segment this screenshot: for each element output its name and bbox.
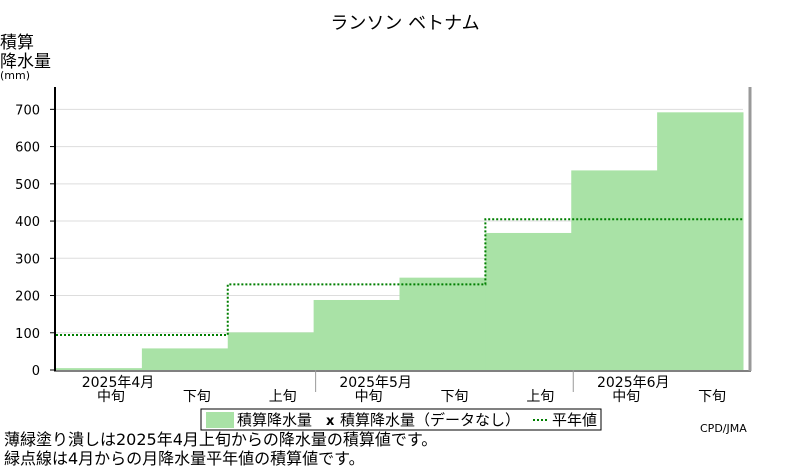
x-tick-label-month: 2025年6月 — [597, 375, 670, 391]
legend-label: 積算降水量 — [237, 411, 312, 429]
x-tick-label-dekad: 下旬 — [440, 389, 468, 405]
x-tick-label-dekad: 中旬 — [612, 389, 640, 405]
precipitation-step — [657, 112, 744, 371]
y-tick-labels: 0 100 200 300 400 500 600 700 — [15, 103, 55, 379]
precipitation-step — [227, 332, 315, 370]
x-tick-label-dekad: 上旬 — [269, 389, 297, 405]
precipitation-step — [141, 348, 229, 370]
y-tick-label: 500 — [15, 178, 40, 193]
y-tick-label: 200 — [15, 290, 40, 305]
precipitation-step — [485, 232, 572, 370]
footnote-dotted-line: 緑点線は4月からの月降水量平年値の積算値です。 — [4, 449, 365, 468]
y-tick-label: 300 — [15, 252, 40, 267]
y-axis-label-line: (mm) — [0, 69, 30, 82]
x-tick-label-dekad: 下旬 — [698, 389, 726, 405]
x-tick-label-dekad: 中旬 — [97, 389, 125, 405]
legend-box — [200, 408, 602, 431]
precipitation-step — [399, 277, 486, 370]
y-tick-label: 100 — [15, 327, 40, 342]
y-tick-label: 700 — [15, 103, 40, 118]
legend-label: 平年値 — [552, 411, 597, 429]
y-axis-label: 積算 降水量 (mm) — [0, 33, 51, 82]
y-tick-label: 600 — [15, 141, 40, 156]
y-tick-label: 0 — [32, 364, 40, 379]
legend-x-marker: x — [326, 414, 335, 429]
x-tick-labels: 中旬 下旬 上旬 中旬 下旬 上旬 中旬 下旬 2025年4月 2025年5月 2025年6月 — [82, 370, 726, 405]
x-tick-label-dekad: 上旬 — [526, 389, 554, 405]
y-tick-label: 400 — [15, 215, 40, 230]
axes — [54, 87, 752, 372]
y-axis-label-line: 降水量 — [0, 52, 51, 72]
y-axis-label-line: 積算 — [0, 33, 34, 53]
legend: 積算降水量 x 積算降水量（データなし） 平年値 — [200, 408, 602, 431]
x-tick-label-dekad: 中旬 — [355, 389, 383, 405]
precipitation-step — [56, 368, 143, 370]
footnote-fill: 薄緑塗り潰しは2025年4月上旬からの降水量の積算値です。 — [4, 430, 438, 449]
cumulative-precipitation-area — [56, 112, 744, 371]
legend-swatch-filled — [206, 412, 234, 428]
x-tick-label-month: 2025年4月 — [82, 375, 155, 391]
x-tick-label-dekad: 下旬 — [183, 389, 211, 405]
chart-title: ランソン ベトナム — [330, 13, 479, 34]
x-tick-label-month: 2025年5月 — [339, 375, 412, 391]
precipitation-step — [313, 299, 400, 370]
credit-text: CPD/JMA — [700, 422, 747, 435]
precipitation-step — [571, 170, 658, 370]
legend-label: 積算降水量（データなし） — [340, 411, 520, 429]
